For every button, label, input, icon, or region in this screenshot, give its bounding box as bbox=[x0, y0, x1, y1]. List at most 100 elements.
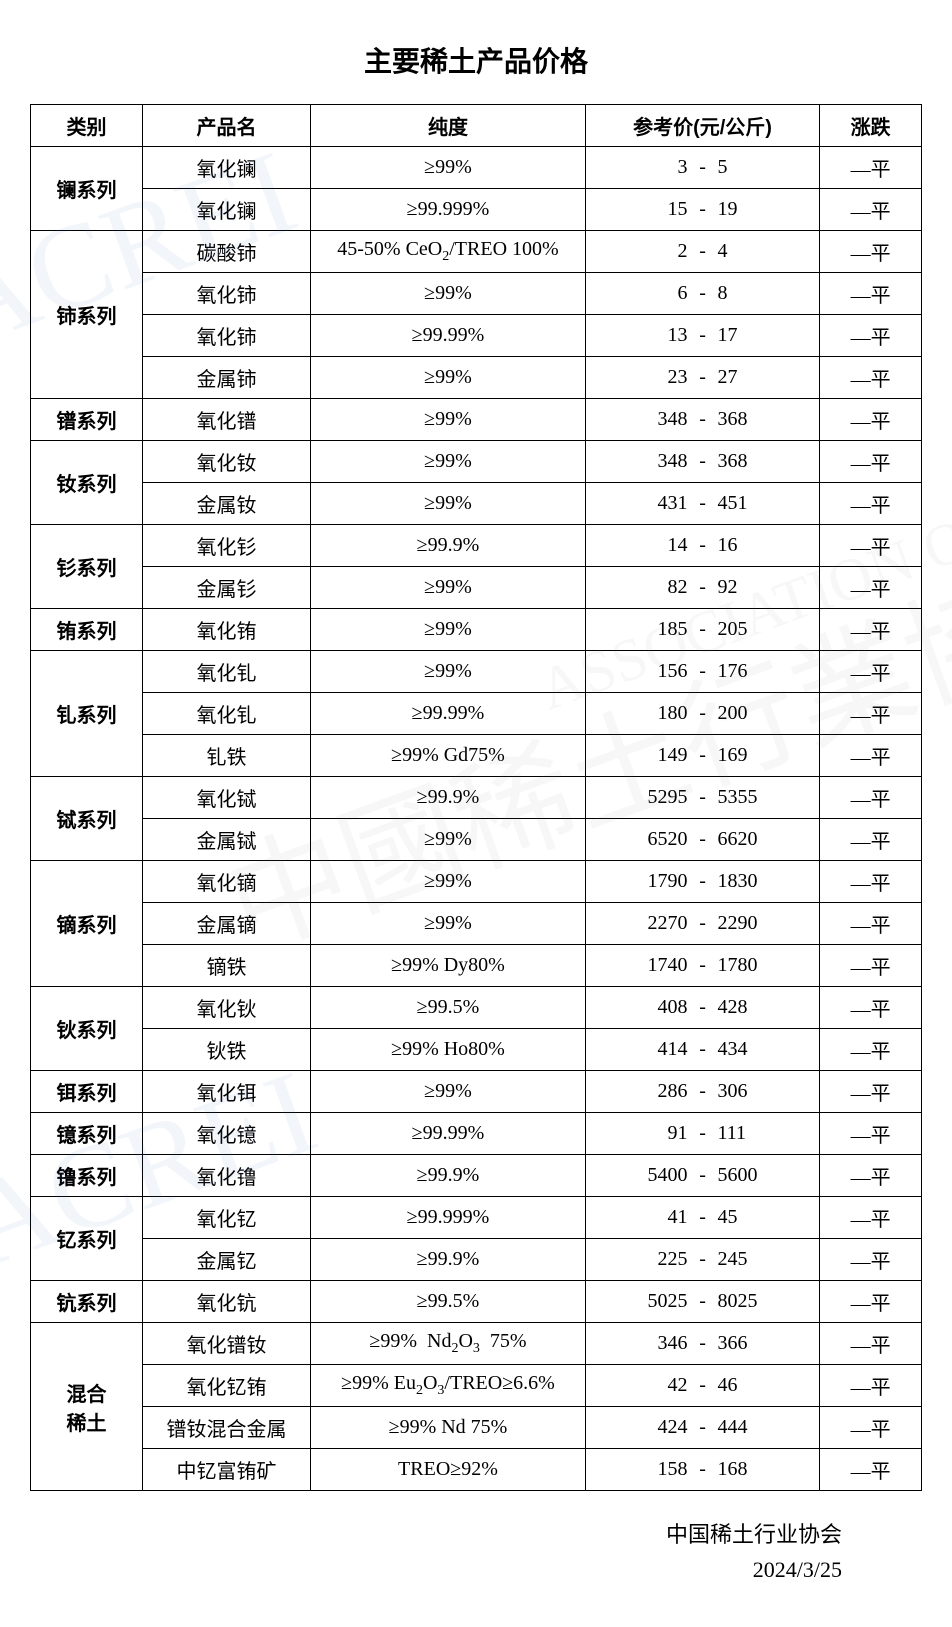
trend-cell: —平 bbox=[820, 189, 922, 231]
product-cell: 镨钕混合金属 bbox=[143, 1407, 311, 1449]
table-row: 金属钇≥99.9%225-245—平 bbox=[31, 1239, 922, 1281]
purity-cell: ≥99% bbox=[311, 399, 586, 441]
purity-cell: ≥99.9% bbox=[311, 1155, 586, 1197]
trend-cell: —平 bbox=[820, 777, 922, 819]
trend-cell: —平 bbox=[820, 1029, 922, 1071]
purity-cell: ≥99% Gd75% bbox=[311, 735, 586, 777]
price-cell: 286-306 bbox=[585, 1071, 819, 1113]
purity-cell: ≥99% bbox=[311, 273, 586, 315]
table-row: 金属镝≥99%2270-2290—平 bbox=[31, 903, 922, 945]
product-cell: 氧化钬 bbox=[143, 987, 311, 1029]
trend-cell: —平 bbox=[820, 315, 922, 357]
table-row: 钬铁≥99% Ho80%414-434—平 bbox=[31, 1029, 922, 1071]
category-cell: 镧系列 bbox=[31, 147, 143, 231]
trend-cell: —平 bbox=[820, 1113, 922, 1155]
purity-cell: ≥99% Nd2O3 75% bbox=[311, 1323, 586, 1365]
table-row: 金属钕≥99%431-451—平 bbox=[31, 483, 922, 525]
product-cell: 氧化镨 bbox=[143, 399, 311, 441]
page-title: 主要稀土产品价格 bbox=[30, 40, 922, 80]
price-cell: 348-368 bbox=[585, 441, 819, 483]
trend-cell: —平 bbox=[820, 525, 922, 567]
header-price: 参考价(元/公斤) bbox=[585, 105, 819, 147]
trend-cell: —平 bbox=[820, 147, 922, 189]
price-cell: 5400-5600 bbox=[585, 1155, 819, 1197]
footer: 中国稀土行业协会 2024/3/25 bbox=[30, 1517, 922, 1587]
header-category: 类别 bbox=[31, 105, 143, 147]
category-cell: 镱系列 bbox=[31, 1113, 143, 1155]
trend-cell: —平 bbox=[820, 987, 922, 1029]
price-cell: 5025-8025 bbox=[585, 1281, 819, 1323]
product-cell: 氧化铕 bbox=[143, 609, 311, 651]
table-body: 镧系列氧化镧≥99%3-5—平氧化镧≥99.999%15-19—平铈系列碳酸铈4… bbox=[31, 147, 922, 1491]
category-cell: 镝系列 bbox=[31, 861, 143, 987]
price-cell: 82-92 bbox=[585, 567, 819, 609]
table-row: 镥系列氧化镥≥99.9%5400-5600—平 bbox=[31, 1155, 922, 1197]
header-trend: 涨跌 bbox=[820, 105, 922, 147]
price-cell: 185-205 bbox=[585, 609, 819, 651]
product-cell: 氧化钆 bbox=[143, 693, 311, 735]
price-table: 类别 产品名 纯度 参考价(元/公斤) 涨跌 镧系列氧化镧≥99%3-5—平氧化… bbox=[30, 104, 922, 1491]
category-cell: 钇系列 bbox=[31, 1197, 143, 1281]
trend-cell: —平 bbox=[820, 399, 922, 441]
table-row: 金属铈≥99%23-27—平 bbox=[31, 357, 922, 399]
purity-cell: ≥99% Nd 75% bbox=[311, 1407, 586, 1449]
purity-cell: ≥99% bbox=[311, 609, 586, 651]
product-cell: 氧化镧 bbox=[143, 147, 311, 189]
purity-cell: ≥99% Ho80% bbox=[311, 1029, 586, 1071]
purity-cell: ≥99% bbox=[311, 441, 586, 483]
price-cell: 5295-5355 bbox=[585, 777, 819, 819]
product-cell: 氧化钕 bbox=[143, 441, 311, 483]
price-cell: 414-434 bbox=[585, 1029, 819, 1071]
price-cell: 2270-2290 bbox=[585, 903, 819, 945]
trend-cell: —平 bbox=[820, 735, 922, 777]
category-cell: 钪系列 bbox=[31, 1281, 143, 1323]
price-cell: 431-451 bbox=[585, 483, 819, 525]
price-cell: 91-111 bbox=[585, 1113, 819, 1155]
purity-cell: ≥99% Dy80% bbox=[311, 945, 586, 987]
trend-cell: —平 bbox=[820, 1323, 922, 1365]
price-cell: 6-8 bbox=[585, 273, 819, 315]
purity-cell: TREO≥92% bbox=[311, 1449, 586, 1491]
product-cell: 氧化镝 bbox=[143, 861, 311, 903]
trend-cell: —平 bbox=[820, 861, 922, 903]
trend-cell: —平 bbox=[820, 945, 922, 987]
product-cell: 氧化钆 bbox=[143, 651, 311, 693]
category-cell: 钬系列 bbox=[31, 987, 143, 1071]
product-cell: 金属镝 bbox=[143, 903, 311, 945]
purity-cell: ≥99% bbox=[311, 903, 586, 945]
table-row: 氧化钇铕≥99% Eu2O3/TREO≥6.6%42-46—平 bbox=[31, 1365, 922, 1407]
trend-cell: —平 bbox=[820, 609, 922, 651]
product-cell: 氧化镨钕 bbox=[143, 1323, 311, 1365]
price-cell: 1740-1780 bbox=[585, 945, 819, 987]
product-cell: 氧化镱 bbox=[143, 1113, 311, 1155]
product-cell: 金属铽 bbox=[143, 819, 311, 861]
purity-cell: ≥99.999% bbox=[311, 1197, 586, 1239]
price-cell: 158-168 bbox=[585, 1449, 819, 1491]
product-cell: 碳酸铈 bbox=[143, 231, 311, 273]
purity-cell: ≥99% bbox=[311, 357, 586, 399]
price-cell: 2-4 bbox=[585, 231, 819, 273]
price-cell: 346-366 bbox=[585, 1323, 819, 1365]
price-cell: 13-17 bbox=[585, 315, 819, 357]
table-row: 钇系列氧化钇≥99.999%41-45—平 bbox=[31, 1197, 922, 1239]
purity-cell: 45-50% CeO2/TREO 100% bbox=[311, 231, 586, 273]
product-cell: 钆铁 bbox=[143, 735, 311, 777]
purity-cell: ≥99.9% bbox=[311, 1239, 586, 1281]
product-cell: 氧化钪 bbox=[143, 1281, 311, 1323]
product-cell: 金属钕 bbox=[143, 483, 311, 525]
trend-cell: —平 bbox=[820, 1407, 922, 1449]
price-cell: 149-169 bbox=[585, 735, 819, 777]
purity-cell: ≥99% bbox=[311, 147, 586, 189]
price-cell: 1790-1830 bbox=[585, 861, 819, 903]
product-cell: 氧化铽 bbox=[143, 777, 311, 819]
price-cell: 42-46 bbox=[585, 1365, 819, 1407]
trend-cell: —平 bbox=[820, 1281, 922, 1323]
price-cell: 6520-6620 bbox=[585, 819, 819, 861]
product-cell: 金属钇 bbox=[143, 1239, 311, 1281]
price-cell: 15-19 bbox=[585, 189, 819, 231]
purity-cell: ≥99.5% bbox=[311, 1281, 586, 1323]
purity-cell: ≥99.999% bbox=[311, 189, 586, 231]
product-cell: 氧化钐 bbox=[143, 525, 311, 567]
table-row: 钆铁≥99% Gd75%149-169—平 bbox=[31, 735, 922, 777]
table-header-row: 类别 产品名 纯度 参考价(元/公斤) 涨跌 bbox=[31, 105, 922, 147]
